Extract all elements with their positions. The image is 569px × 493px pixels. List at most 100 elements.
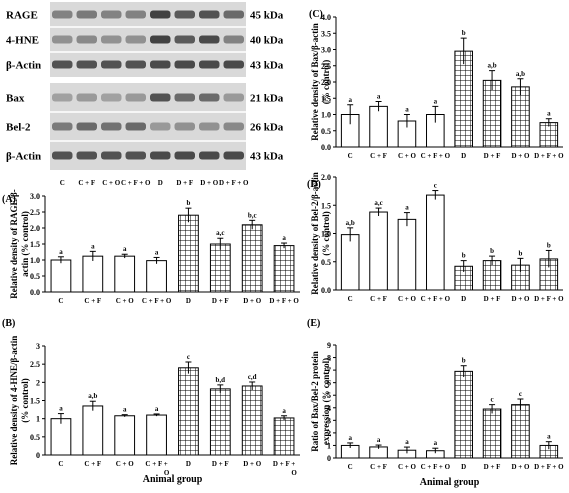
bar	[454, 50, 473, 148]
y-axis-title: (% control)	[321, 211, 331, 256]
y-tick-label: 2.5	[30, 208, 40, 217]
y-tick-label: 0.5	[321, 258, 331, 267]
blot-band	[174, 151, 195, 160]
x-tick-label: C + O	[116, 297, 135, 305]
significance-letter: c	[491, 396, 494, 404]
y-tick-label: 1	[327, 441, 331, 450]
x-tick-label: C + F + O	[421, 295, 451, 303]
blot-band	[76, 122, 97, 131]
blot-kda-label: 45 kDa	[250, 10, 284, 22]
bar	[209, 243, 231, 293]
blot-band	[52, 60, 73, 69]
blot-band	[199, 35, 220, 44]
x-tick-label: C + O	[398, 152, 417, 160]
blot-protein-label: RAGE	[6, 10, 38, 22]
western-blot: RAGE 45 kDa 4-HNE 40 kDa β-Actin 43 kDa Bax 21 …	[6, 2, 284, 187]
significance-letter: a	[405, 106, 409, 114]
bar	[454, 370, 473, 459]
blot-band	[125, 122, 146, 131]
y-tick-label: 1.5	[321, 201, 331, 210]
blot-lane-label: D	[158, 179, 163, 187]
x-tick-label: D + F	[484, 295, 501, 303]
y-tick-label: 7	[327, 366, 331, 375]
blot-protein-label: β-Actin	[6, 60, 41, 72]
significance-letter: b,c	[248, 211, 257, 219]
significance-letter: b	[462, 29, 466, 37]
bar	[426, 194, 445, 291]
blot-band	[52, 122, 73, 131]
blot-lane-label: D + F	[176, 179, 193, 187]
blot-protein-label: Bel-2	[6, 122, 31, 134]
significance-letter: a,b	[516, 70, 525, 78]
panel-label: (D)	[307, 179, 321, 190]
blot-band	[150, 10, 171, 19]
x-tick-label: D + O	[243, 297, 262, 305]
bar	[50, 259, 72, 293]
significance-letter: a	[155, 405, 159, 413]
significance-letter: a	[547, 433, 551, 441]
bar	[178, 214, 199, 293]
x-tick-label: D + F + O	[534, 295, 564, 303]
bar	[146, 414, 167, 456]
panel-label: (E)	[307, 318, 320, 329]
blot-lane-label: D + F + O	[219, 179, 249, 187]
y-axis-title: Relative density of 4-HNE/β-actin	[9, 336, 19, 465]
x-tick-label: D + F + O	[534, 463, 564, 471]
significance-letter: a	[377, 93, 381, 101]
x-tick-label: C + F	[370, 295, 387, 303]
blot-band	[101, 93, 122, 102]
x-tick-label: D + F + O	[269, 297, 299, 305]
blot-band	[101, 10, 122, 19]
x-tick-label: D	[186, 460, 191, 468]
x-tick-label: D + F + O	[534, 152, 564, 160]
x-tick-label: O	[291, 469, 297, 477]
significance-letter: c	[519, 390, 522, 398]
x-tick-label: D + F +	[273, 460, 295, 468]
y-tick-label: 1	[36, 415, 40, 424]
blot-band	[52, 151, 73, 160]
blot-band	[101, 122, 122, 131]
significance-letter: a	[123, 406, 127, 414]
significance-letter: a	[348, 434, 352, 442]
blot-band	[76, 93, 97, 102]
blot-lane-label: C + F	[78, 179, 95, 187]
significance-letter: a,b	[346, 219, 355, 227]
x-tick-label: D + O	[511, 152, 530, 160]
blot-band	[125, 10, 146, 19]
blot-band	[101, 60, 122, 69]
significance-letter: a,c	[374, 199, 382, 207]
x-tick-label: D + O	[511, 295, 530, 303]
x-tick-label: C	[58, 297, 63, 305]
x-tick-label: D	[461, 295, 466, 303]
blot-band	[174, 35, 195, 44]
bar	[82, 405, 104, 456]
blot-band	[125, 35, 146, 44]
blot-band	[199, 93, 220, 102]
bar	[340, 234, 360, 291]
x-tick-label: C + O	[116, 460, 135, 468]
x-tick-label: D	[186, 297, 191, 305]
y-tick-label: 0.0	[321, 286, 331, 295]
blot-protein-label: β-Actin	[6, 151, 41, 163]
significance-letter: a	[405, 438, 409, 446]
y-tick-label: 1.5	[321, 94, 331, 103]
blot-protein-label: Bax	[6, 93, 25, 105]
x-tick-label: C	[348, 463, 353, 471]
blot-band	[150, 60, 171, 69]
blot-band	[223, 93, 244, 102]
x-tick-label: C + O	[398, 295, 417, 303]
y-axis-title: Relative density of Bax/β-actin	[310, 23, 320, 140]
x-axis-title: Animal group	[420, 477, 480, 488]
x-tick-label: C + O	[398, 463, 417, 471]
y-axis-title: (% control)	[20, 378, 30, 423]
x-tick-label: C + F	[84, 460, 101, 468]
y-axis-title: expression (% control)	[321, 358, 331, 445]
bar	[482, 408, 502, 459]
significance-letter: a	[434, 439, 438, 447]
blot-band	[199, 60, 220, 69]
y-tick-label: 2.5	[30, 360, 40, 369]
bar	[82, 255, 104, 293]
bar	[114, 255, 136, 293]
significance-letter: a	[155, 248, 159, 256]
chart-panel-D: (D)Relative density of Bel-2/β-actin (% c…	[307, 172, 564, 303]
